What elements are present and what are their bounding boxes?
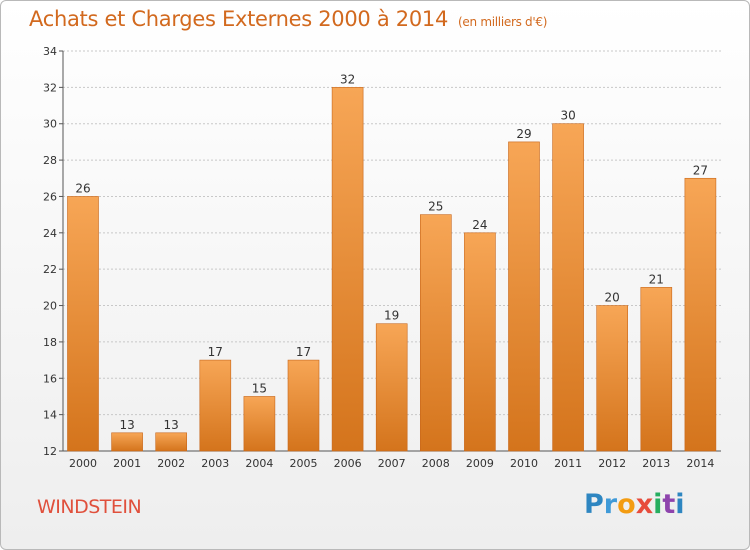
x-tick-label: 2002: [157, 457, 185, 470]
bar-2002: [155, 432, 187, 452]
data-labels: 26 13 13 17 15 17 32 19 25 24 29 30 20 21 27: [75, 72, 708, 431]
bar-2010: [508, 141, 540, 452]
place-name: WINDSTEIN: [37, 496, 142, 518]
data-label: 20: [605, 291, 620, 305]
data-label: 17: [208, 345, 223, 359]
x-tick-label: 2011: [554, 457, 582, 470]
data-label: 13: [119, 418, 134, 432]
bar-2004: [243, 396, 276, 452]
y-tick-label: 34: [43, 45, 57, 58]
bar-2003: [199, 359, 232, 452]
x-tick-label: 2010: [510, 457, 538, 470]
y-tick-label: 16: [43, 372, 57, 385]
chart-subtitle: (en milliers d'€): [458, 15, 548, 29]
data-label: 29: [516, 127, 531, 141]
data-label: 19: [384, 309, 399, 323]
y-tick-label: 22: [43, 263, 57, 276]
bar-2008: [419, 214, 452, 452]
brand-logo: Proxiti: [584, 489, 685, 520]
x-tick-label: 2003: [201, 457, 229, 470]
x-tick-label: 2009: [466, 457, 494, 470]
x-tick-label: 2005: [290, 457, 318, 470]
brand-letter: i: [653, 489, 663, 520]
data-label: 24: [472, 218, 487, 232]
bar-2009: [464, 232, 496, 452]
x-tick-label: 2004: [245, 457, 273, 470]
x-tick-label: 2000: [69, 457, 97, 470]
brand-letter: o: [617, 489, 636, 520]
bar-2005: [287, 359, 320, 452]
y-tick-label: 18: [43, 336, 57, 349]
y-tick-label: 12: [43, 445, 57, 458]
brand-letter: i: [675, 489, 685, 520]
bar-2000: [67, 196, 99, 452]
data-label: 15: [252, 381, 267, 395]
chart-title-text: Achats et Charges Externes 2000 à 2014: [29, 7, 449, 31]
bar-2014: [684, 177, 717, 452]
data-label: 25: [428, 200, 443, 214]
y-tick-label: 24: [43, 227, 57, 240]
bar-2006: [331, 87, 364, 452]
data-label: 27: [693, 163, 708, 177]
data-label: 32: [340, 72, 355, 86]
x-tick-label: 2008: [422, 457, 450, 470]
bar-2001: [111, 432, 143, 452]
bar-2013: [640, 287, 673, 452]
data-label: 26: [75, 181, 90, 195]
x-tick-label: 2014: [686, 457, 714, 470]
data-label: 30: [560, 109, 575, 123]
bar-2011: [552, 123, 584, 452]
x-tick-label: 2013: [642, 457, 670, 470]
y-tick-label: 20: [43, 300, 57, 313]
x-tick-label: 2007: [378, 457, 406, 470]
data-label: 21: [649, 272, 664, 286]
y-tick-label: 28: [43, 154, 57, 167]
brand-letter: t: [662, 489, 676, 520]
data-label: 17: [296, 345, 311, 359]
brand-letter: P: [584, 489, 604, 520]
bar-2007: [375, 323, 408, 452]
data-label: 13: [164, 418, 179, 432]
x-tick-label: 2001: [113, 457, 141, 470]
y-tick-label: 32: [43, 81, 57, 94]
brand-letter: r: [603, 489, 618, 520]
chart-title: Achats et Charges Externes 2000 à 2014 (e…: [29, 7, 547, 31]
brand-letter: x: [635, 489, 654, 520]
bars: [67, 87, 717, 452]
y-tick-label: 14: [43, 409, 57, 422]
x-tick-label: 2012: [598, 457, 626, 470]
y-tick-label: 26: [43, 190, 57, 203]
x-tick-label: 2006: [334, 457, 362, 470]
bar-2012: [596, 305, 629, 452]
y-tick-label: 30: [43, 118, 57, 131]
